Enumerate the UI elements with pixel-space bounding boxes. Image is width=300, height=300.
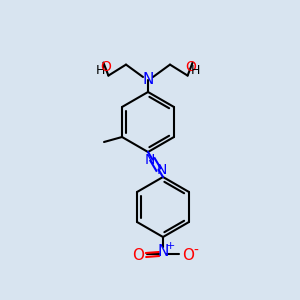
Text: H: H bbox=[191, 64, 200, 77]
Text: N: N bbox=[142, 73, 154, 88]
Text: N: N bbox=[156, 163, 167, 176]
Text: H: H bbox=[96, 64, 105, 77]
Text: O: O bbox=[132, 248, 144, 263]
Text: +: + bbox=[165, 241, 175, 251]
Text: O: O bbox=[185, 60, 196, 74]
Text: N: N bbox=[157, 244, 169, 259]
Text: O: O bbox=[100, 60, 111, 74]
Text: -: - bbox=[194, 244, 198, 258]
Text: N: N bbox=[144, 152, 155, 167]
Text: O: O bbox=[182, 248, 194, 263]
